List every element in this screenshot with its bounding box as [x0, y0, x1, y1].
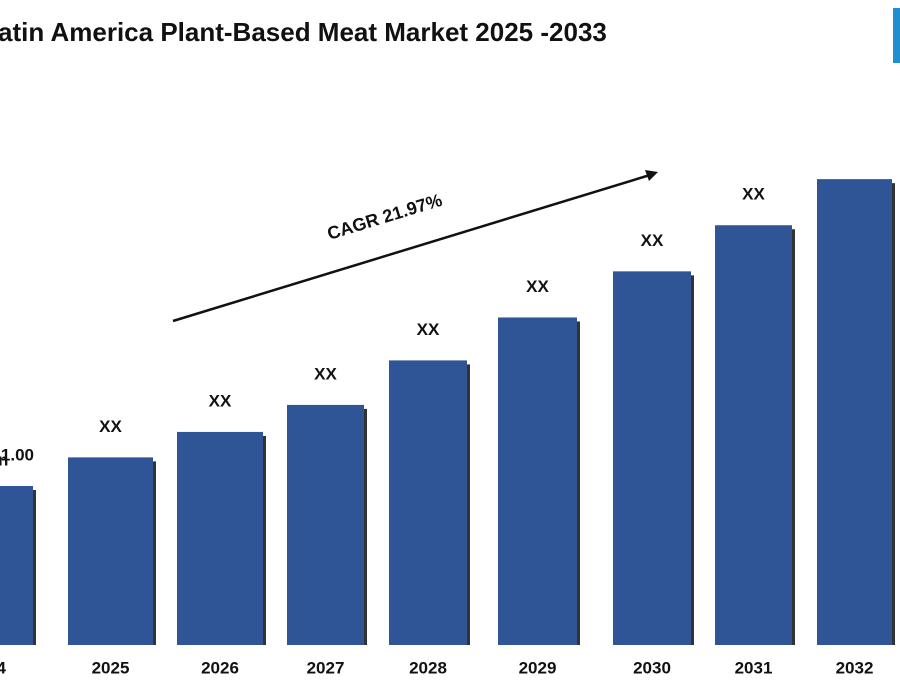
x-tick-label: 2025: [92, 658, 130, 677]
value-label: 1.00: [1, 445, 34, 464]
bar-shadow: [263, 435, 266, 645]
value-label: XX: [314, 364, 337, 383]
bar: [613, 271, 691, 645]
x-tick-label: 2028: [409, 658, 447, 677]
value-label: XX: [742, 185, 765, 204]
chart-title: atin America Plant-Based Meat Market 202…: [0, 17, 607, 47]
bar: [177, 431, 263, 645]
bar-shadow: [153, 461, 156, 645]
bar-shadow: [691, 275, 694, 645]
value-label: XX: [417, 320, 440, 339]
bar: [715, 225, 792, 646]
bar: [0, 486, 33, 645]
bar: [68, 457, 153, 645]
trend-arrow: [172, 173, 651, 323]
x-tick-label: 2027: [307, 658, 345, 677]
x-tick-label: 2030: [633, 658, 671, 677]
value-label: XX: [641, 231, 664, 250]
value-label: XX: [526, 277, 549, 296]
x-tick-label: 2031: [735, 658, 773, 677]
bar-shadow: [33, 490, 36, 645]
logo: [893, 8, 900, 63]
x-tick-label: 4: [0, 658, 7, 677]
bar-shadow: [792, 229, 795, 646]
x-tick-label: 2032: [836, 658, 874, 677]
arrow-head: [645, 170, 658, 181]
value-label: XX: [209, 391, 232, 410]
bar: [287, 404, 364, 645]
bar-shadow: [364, 408, 367, 645]
unit-annotation: n: [0, 450, 8, 469]
bar: [817, 179, 892, 645]
bar-shadow: [892, 183, 895, 645]
cagr-annotation: CAGR 21.97%: [325, 190, 445, 244]
bar: [389, 360, 467, 645]
x-tick-label: 2029: [519, 658, 557, 677]
bar: [498, 317, 577, 645]
bar-shadow: [577, 321, 580, 645]
x-tick-label: 2026: [201, 658, 239, 677]
bar-shadow: [467, 364, 470, 645]
value-label: XX: [99, 417, 122, 436]
